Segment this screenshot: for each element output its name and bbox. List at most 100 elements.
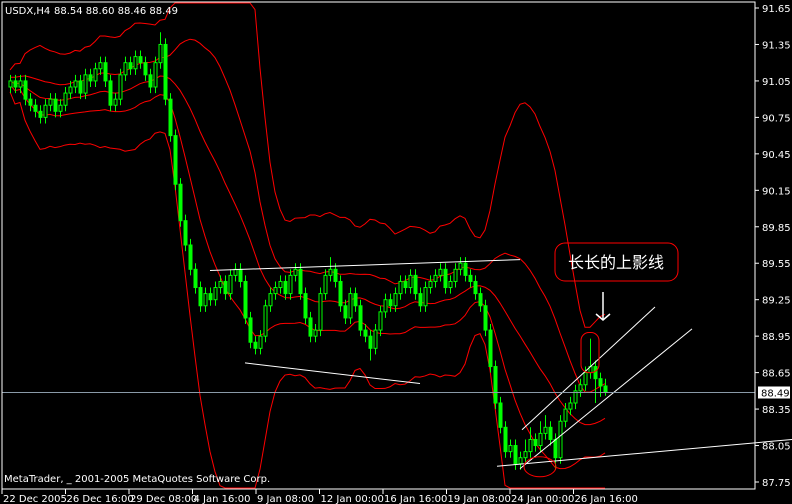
candle-body [88, 74, 93, 82]
candle [63, 87, 68, 112]
candle-body [63, 92, 68, 106]
candle-body [108, 80, 113, 106]
candle [438, 263, 443, 282]
candle [98, 56, 103, 75]
candle [278, 275, 283, 294]
candle-body [158, 43, 163, 64]
candle-body [458, 262, 463, 270]
candle-body [338, 280, 343, 307]
trendline[interactable] [209, 259, 521, 272]
candle-body [268, 293, 273, 307]
candle [358, 299, 363, 337]
candle [198, 281, 203, 312]
candle [68, 80, 73, 100]
candle [108, 74, 113, 112]
trendline[interactable] [244, 362, 421, 385]
candle [383, 293, 388, 318]
candle [478, 287, 483, 312]
y-tick-label: 90.15 [762, 186, 791, 197]
candle-body [253, 341, 258, 349]
candle [528, 427, 533, 458]
candle [123, 56, 128, 81]
candle-body [233, 268, 238, 276]
candle-body [418, 293, 423, 307]
y-tick-label: 90.45 [762, 150, 791, 161]
candle [573, 384, 578, 410]
candle [548, 421, 553, 446]
candle-body [348, 293, 353, 319]
x-tick-label: 12 Jan 00:00 [321, 494, 384, 504]
candle-body [223, 280, 228, 295]
candle [83, 68, 88, 100]
price-axis[interactable]: 91.65 91.35 91.05 90.75 90.45 90.15 89.85 89.55… [755, 4, 791, 489]
candle [493, 360, 498, 410]
candle-body [278, 280, 283, 289]
candle [218, 275, 223, 294]
candle-body [393, 293, 398, 307]
candle [43, 99, 48, 124]
candle-body [498, 402, 503, 428]
candle [38, 105, 43, 124]
trendlines[interactable] [209, 259, 792, 470]
candle-body [53, 98, 58, 112]
candle [378, 305, 383, 337]
candle-body [378, 311, 383, 331]
candle [418, 287, 423, 312]
candle-body [38, 110, 43, 118]
y-tick-label: 88.05 [762, 442, 791, 453]
candle-body [513, 445, 518, 465]
y-tick-label: 87.75 [762, 478, 791, 489]
candle-body [373, 329, 378, 349]
candle [253, 336, 258, 355]
candle [433, 269, 438, 288]
candle-body [178, 183, 183, 222]
candle-body [153, 62, 158, 88]
candle [93, 62, 98, 87]
candle-body [328, 268, 333, 276]
candle [183, 214, 188, 252]
candle-body [238, 268, 243, 282]
candle-body [218, 280, 223, 289]
trendline[interactable] [496, 438, 792, 467]
candle-body [483, 305, 488, 331]
candle-body [473, 280, 478, 295]
candle-body [148, 74, 153, 88]
candle [508, 439, 513, 458]
candle [443, 263, 448, 294]
candle-body [133, 56, 138, 70]
candle-body [563, 408, 568, 422]
candle-body [408, 274, 413, 289]
candle-body [228, 274, 233, 295]
candle [348, 287, 353, 324]
candle [138, 50, 143, 69]
candle [268, 287, 273, 312]
candle [103, 56, 108, 87]
chart-frame [1, 1, 756, 490]
trendline[interactable] [519, 328, 693, 470]
candle-body [538, 432, 543, 447]
candle [153, 56, 158, 94]
trendline[interactable] [521, 306, 656, 431]
candle [333, 263, 338, 288]
candle [593, 360, 598, 403]
candle-body [258, 335, 263, 349]
candle [338, 275, 343, 312]
candle-body [523, 451, 528, 459]
candle-body [198, 287, 203, 307]
annotation-box[interactable] [554, 242, 679, 282]
candle [543, 415, 548, 440]
candle-body [33, 104, 38, 112]
candle-body [398, 280, 403, 295]
candle [533, 433, 538, 452]
candle-body [193, 268, 198, 289]
candle-body [273, 287, 278, 295]
candle-body [73, 80, 78, 88]
current-price-badge [758, 386, 790, 399]
candle-body [488, 329, 493, 368]
candle [288, 269, 293, 300]
current-price-label: 88.49 [761, 389, 790, 400]
candle-body [168, 98, 173, 137]
candle-body [368, 335, 373, 349]
